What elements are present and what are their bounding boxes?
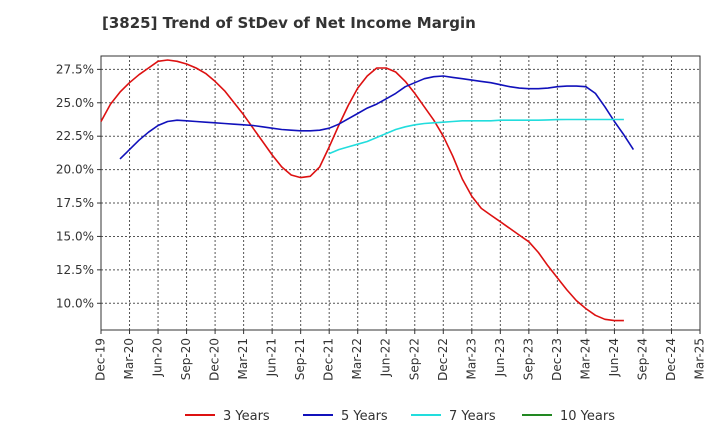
y-axis: 10.0% 12.5% 15.0% 17.5% 20.0% 22.5% 25.0% 27.5%: [56, 62, 101, 310]
series-lines: [100, 59, 635, 322]
x-tick-label: Jun-22: [379, 338, 393, 377]
legend-item-7-years: 7 Years: [411, 409, 496, 424]
series-line-3-years: [100, 59, 624, 322]
x-tick-label: Mar-22: [350, 338, 364, 379]
x-tick-label: Jun-23: [493, 338, 507, 377]
x-tick-label: Dec-23: [550, 338, 564, 381]
y-tick-label: 25.0%: [56, 96, 94, 110]
legend-item-10-years: 10 Years: [522, 409, 615, 424]
x-tick-label: Dec-20: [208, 338, 222, 381]
x-tick-label: Sep-23: [521, 338, 535, 380]
x-tick-label: Jun-24: [607, 338, 621, 377]
x-tick-label: Dec-24: [664, 338, 678, 381]
x-tick-label: Mar-21: [236, 338, 250, 379]
x-tick-label: Mar-24: [578, 338, 592, 379]
x-tick-label: Sep-24: [635, 338, 649, 380]
chart-title: [3825] Trend of StDev of Net Income Marg…: [102, 14, 476, 32]
legend-item-3-years: 3 Years: [185, 409, 270, 424]
y-tick-label: 27.5%: [56, 62, 94, 76]
plot-area: [100, 55, 701, 331]
x-tick-label: Mar-25: [693, 338, 707, 379]
y-tick-label: 10.0%: [56, 296, 94, 310]
x-tick-label: Sep-21: [293, 338, 307, 380]
y-tick-label: 20.0%: [56, 163, 94, 177]
series-line-5-years: [119, 75, 635, 160]
y-tick-label: 12.5%: [56, 263, 94, 277]
x-tick-label: Jun-21: [265, 338, 279, 377]
legend-label: 3 Years: [223, 409, 270, 424]
legend-item-5-years: 5 Years: [303, 409, 388, 424]
x-tick-label: Dec-22: [436, 338, 450, 381]
y-tick-label: 17.5%: [56, 196, 94, 210]
legend-label: 10 Years: [560, 409, 615, 424]
x-tick-label: Dec-21: [322, 338, 336, 381]
grid-lines: [101, 56, 700, 330]
x-tick-label: Sep-20: [179, 338, 193, 380]
legend: 3 Years 5 Years 7 Years 10 Years: [185, 409, 615, 424]
x-tick-label: Mar-23: [464, 338, 478, 379]
x-tick-label: Sep-22: [407, 338, 421, 380]
x-tick-label: Mar-20: [122, 338, 136, 379]
y-tick-label: 15.0%: [56, 229, 94, 243]
y-tick-label: 22.5%: [56, 129, 94, 143]
x-tick-label: Dec-19: [94, 338, 108, 381]
x-axis: Dec-19 Mar-20 Jun-20 Sep-20 Dec-20 Mar-21 Jun-…: [94, 330, 707, 381]
x-tick-label: Jun-20: [151, 338, 165, 377]
legend-label: 7 Years: [449, 409, 496, 424]
legend-label: 5 Years: [341, 409, 388, 424]
series-line-7-years: [328, 118, 624, 155]
